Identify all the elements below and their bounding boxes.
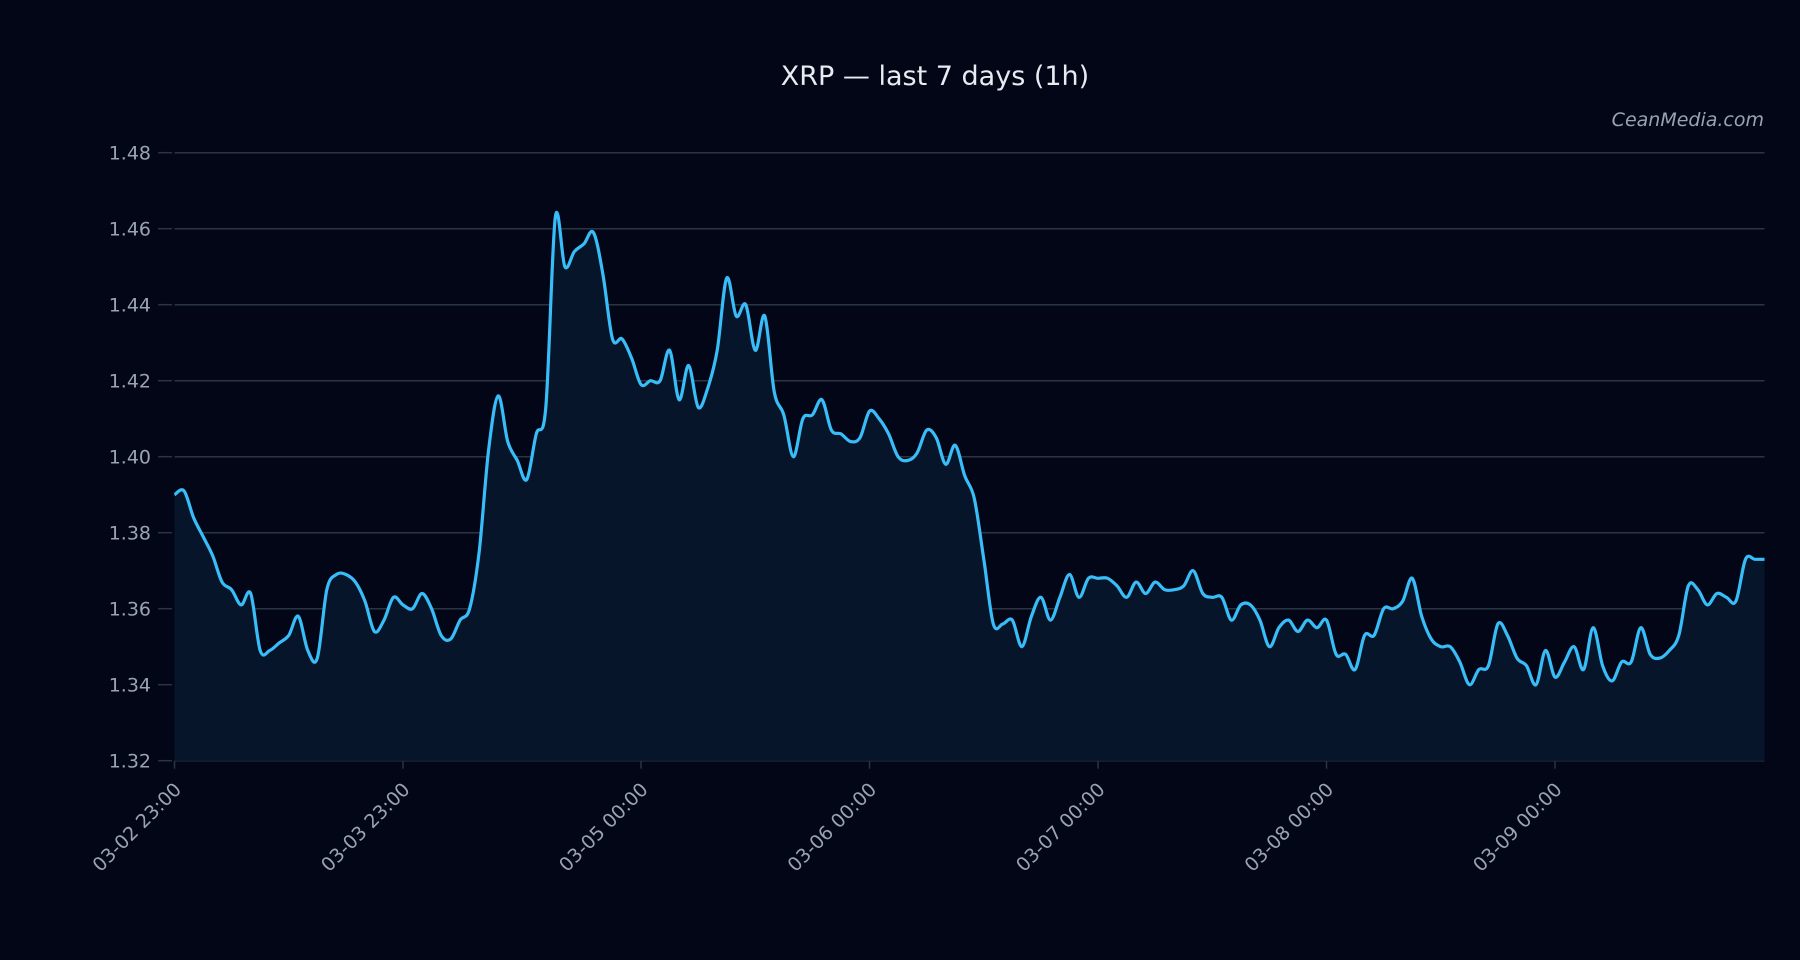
y-axis: 1.32 1.34 1.36 1.38 1.40 1.42 1.44 1.46 1.48 — [109, 143, 172, 773]
watermark: CeanMedia.com — [1612, 109, 1764, 131]
y-tick-label: 1.46 — [109, 219, 151, 241]
x-tick-label: 03-08 00:00 — [1240, 779, 1338, 877]
x-tick-label: 03-03 23:00 — [317, 779, 415, 877]
x-tick-label: 03-06 00:00 — [783, 779, 881, 877]
y-tick-label: 1.34 — [109, 675, 151, 697]
y-tick-label: 1.48 — [109, 143, 151, 165]
y-tick-label: 1.36 — [109, 599, 151, 621]
x-tick-label: 03-09 00:00 — [1469, 779, 1567, 877]
x-tick-label: 03-05 00:00 — [555, 779, 653, 877]
y-tick-label: 1.44 — [109, 295, 151, 317]
x-tick-label: 03-02 23:00 — [88, 779, 186, 877]
chart-title: XRP — last 7 days (1h) — [781, 61, 1089, 92]
y-tick-label: 1.40 — [109, 447, 151, 469]
price-line — [173, 211, 1765, 687]
x-axis: 03-02 23:00 03-03 23:00 03-05 00:00 03-06 0… — [88, 760, 1567, 877]
x-tick-label: 03-07 00:00 — [1012, 779, 1110, 877]
y-tick-label: 1.32 — [109, 751, 151, 773]
y-tick-label: 1.38 — [109, 523, 151, 545]
y-tick-label: 1.42 — [109, 371, 151, 393]
